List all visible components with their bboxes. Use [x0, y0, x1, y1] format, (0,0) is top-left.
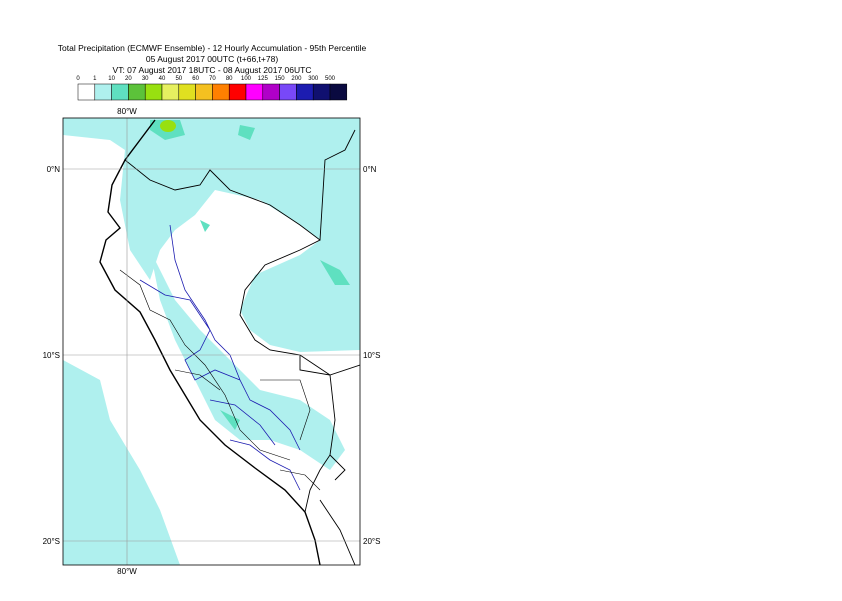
precip-area — [63, 118, 360, 352]
country-border — [124, 129, 360, 565]
legend-label: 0 — [76, 76, 80, 82]
lon-label: 80°W — [117, 107, 137, 116]
legend-swatch — [94, 83, 112, 101]
legend-swatch — [128, 83, 146, 101]
legend-swatch — [228, 83, 247, 101]
lat-label: 10°S — [43, 351, 60, 360]
legend-swatch — [329, 83, 348, 101]
coastline — [99, 119, 321, 565]
legend-label: 50 — [175, 76, 182, 82]
legend-swatch — [161, 83, 180, 101]
map-frame — [62, 117, 361, 566]
valid-time: VT: 07 August 2017 18UTC - 08 August 201… — [113, 65, 312, 75]
title: Total Precipitation (ECMWF Ensemble) - 1… — [58, 43, 367, 53]
legend-swatch — [312, 83, 331, 101]
legend-label: 500 — [325, 76, 336, 82]
precip-area — [150, 250, 345, 470]
lat-label: 20°S — [363, 537, 380, 546]
legend-label: 20 — [125, 76, 132, 82]
legend-label: 100 — [241, 76, 252, 82]
legend-swatch — [111, 83, 129, 101]
map — [63, 118, 360, 565]
legend-swatch — [212, 83, 230, 101]
legend-swatch — [77, 83, 96, 101]
base-time: 05 August 2017 00UTC (t+66,t+78) — [146, 54, 278, 64]
legend-label: 125 — [258, 76, 269, 82]
legend-swatch — [245, 83, 264, 101]
legend-label: 1 — [93, 76, 97, 82]
legend-label: 40 — [159, 76, 166, 82]
lat-label: 0°N — [363, 165, 377, 174]
legend-label: 200 — [291, 76, 302, 82]
legend-label: 80 — [226, 76, 233, 82]
legend-swatch — [178, 83, 196, 101]
legend-label: 70 — [209, 76, 216, 82]
lat-label: 0°N — [47, 165, 61, 174]
legend: 0 1 10 20 30 40 50 60 70 80 100 125 150 200 300 500 — [76, 76, 348, 101]
legend-label: 150 — [275, 76, 286, 82]
legend-swatch — [144, 83, 163, 101]
precip-area — [63, 360, 180, 565]
precip-peak — [160, 120, 176, 132]
legend-swatch — [279, 83, 297, 101]
legend-label: 60 — [192, 76, 199, 82]
lon-label: 80°W — [117, 567, 137, 576]
legend-label: 10 — [108, 76, 115, 82]
lat-label: 20°S — [43, 537, 60, 546]
lat-label: 10°S — [363, 351, 380, 360]
graticule — [63, 118, 360, 565]
legend-label: 300 — [308, 76, 319, 82]
legend-swatch — [195, 83, 213, 101]
legend-swatch — [296, 83, 314, 101]
legend-swatch — [262, 83, 280, 101]
legend-label: 30 — [142, 76, 149, 82]
